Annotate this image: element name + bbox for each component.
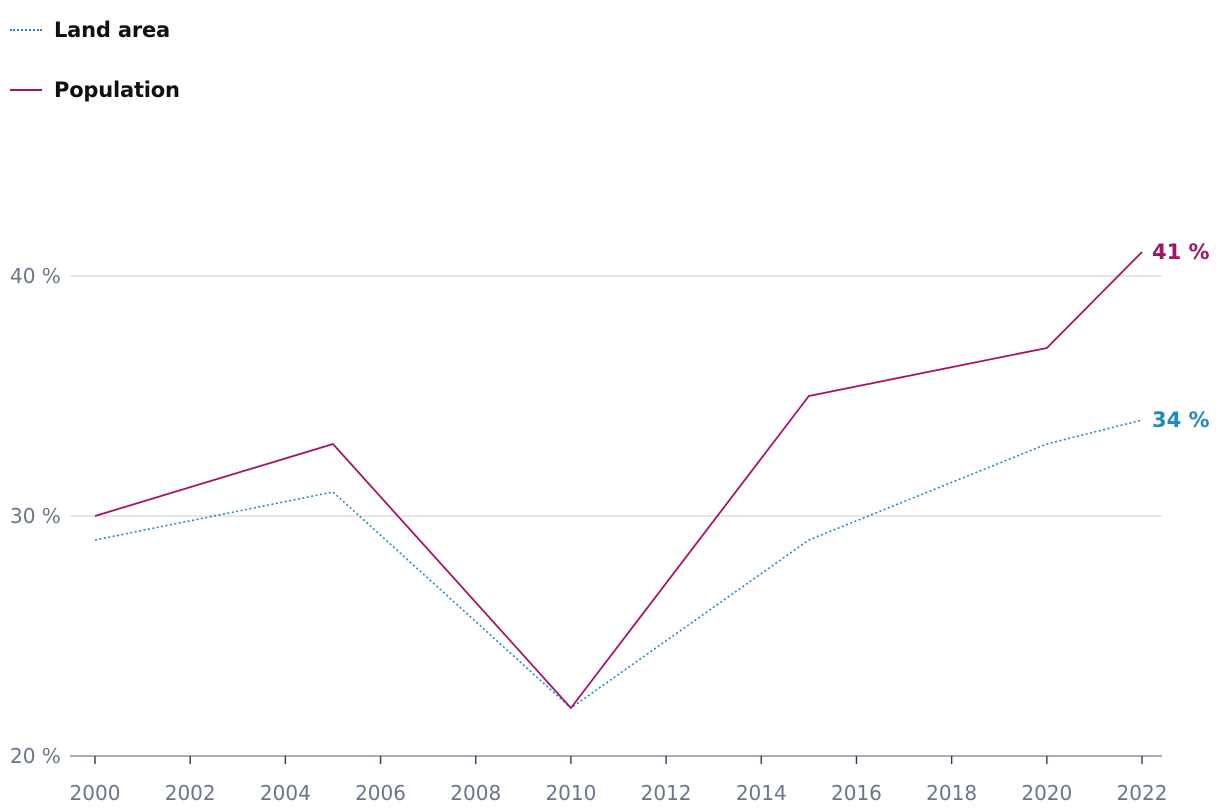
x-tick-label-6: 2012 (641, 781, 692, 805)
end-label-land-area: 34 % (1152, 408, 1210, 432)
x-tick-label-8: 2016 (831, 781, 882, 805)
x-tick-label-0: 2000 (70, 781, 121, 805)
legend-item-land-area: Land area (10, 12, 180, 48)
x-tick-label-1: 2002 (165, 781, 216, 805)
y-tick-label-1: 30 % (10, 504, 61, 528)
end-label-population: 41 % (1152, 240, 1210, 264)
x-tick-label-5: 2010 (545, 781, 596, 805)
grid-lines: 20 % 30 % 40 % (10, 264, 1162, 768)
y-tick-label-0: 20 % (10, 744, 61, 768)
legend-swatch-land-area (10, 29, 42, 31)
end-labels: 34 % 41 % (1152, 240, 1210, 432)
x-tick-label-4: 2008 (450, 781, 501, 805)
legend-label-land-area: Land area (54, 18, 170, 42)
series-lines (94, 251, 1143, 709)
legend-swatch-population (10, 89, 42, 91)
x-tick-label-9: 2018 (926, 781, 977, 805)
legend-label-population: Population (54, 78, 180, 102)
series-line-population (94, 251, 1143, 709)
y-tick-label-2: 40 % (10, 264, 61, 288)
series-line-land-area (94, 419, 1143, 709)
x-tick-label-3: 2006 (355, 781, 406, 805)
x-tick-label-2: 2004 (260, 781, 311, 805)
x-axis: 2000 2002 2004 2006 2008 2010 2012 2014 2016 2018… (70, 756, 1168, 805)
legend-item-population: Population (10, 72, 180, 108)
x-tick-label-7: 2014 (736, 781, 787, 805)
chart-legend: Land area Population (10, 12, 180, 132)
x-tick-label-11: 2022 (1117, 781, 1168, 805)
x-tick-label-10: 2020 (1021, 781, 1072, 805)
